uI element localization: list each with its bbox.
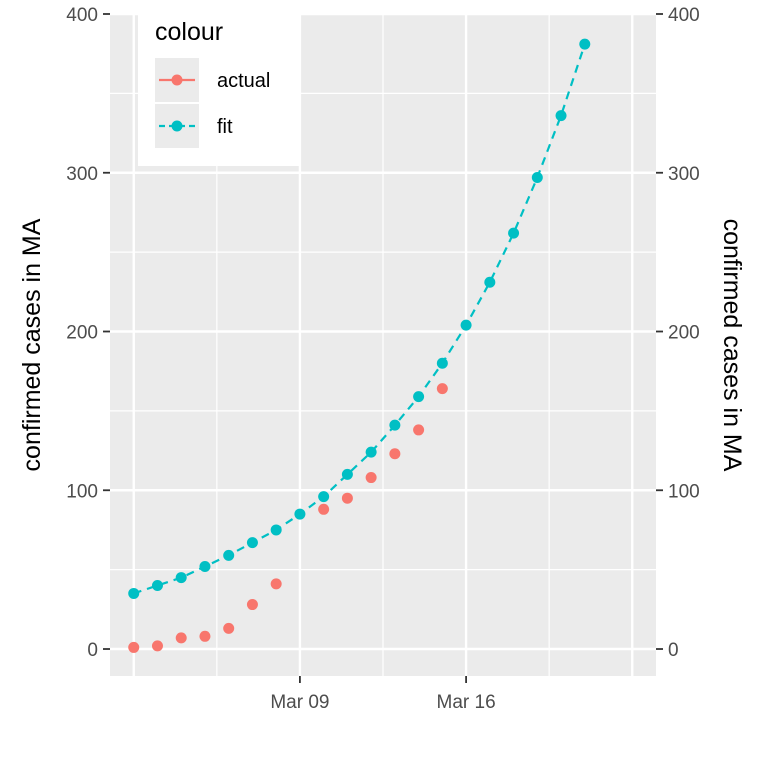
legend-label-actual: actual [217,70,270,92]
y-axis-title-right: confirmed cases in MA [718,219,746,472]
point-fit [365,446,377,458]
point-fit [128,587,140,599]
point-actual [318,503,330,515]
y-tick-label-left: 0 [87,640,98,661]
point-fit [579,38,591,50]
point-actual [246,599,258,611]
y-axis-title-left: confirmed cases in MA [18,218,46,471]
point-fit [223,549,235,561]
point-fit [531,172,543,184]
legend-key-point [171,120,183,132]
point-actual [223,622,235,634]
grid-major [110,12,656,676]
legend-keys: actual fit [155,58,270,148]
point-fit [199,560,211,572]
point-actual [436,383,448,395]
series-actual [128,383,448,653]
y-tick-label-left: 100 [66,481,98,502]
x-tick-label: Mar 16 [437,692,496,713]
point-fit [270,524,282,536]
point-fit [436,357,448,369]
point-fit [151,580,163,592]
point-actual [389,448,401,460]
point-actual [128,641,140,653]
point-fit [175,572,187,584]
legend-item-actual: actual [155,58,270,102]
point-actual [270,578,282,590]
point-actual [365,472,377,484]
point-fit [508,227,520,239]
point-fit [246,537,258,549]
axes-layer: 0 0 100 100 200 200 300 300 400 400 Mar 09 Mar 16 [66,5,699,713]
point-fit [413,391,425,403]
legend-title: colour [155,18,223,46]
point-fit [294,508,306,520]
series-layer [128,38,591,653]
series-line-fit [133,43,586,595]
y-tick-label-right: 100 [668,481,700,502]
y-tick-label-right: 300 [668,164,700,185]
point-actual [175,632,187,644]
point-fit [341,468,353,480]
legend: colour actual fit [138,8,300,166]
point-actual [341,492,353,504]
y-tick-label-right: 200 [668,323,700,344]
point-fit [389,419,401,431]
y-tick-label-left: 200 [66,323,98,344]
point-fit [484,276,496,288]
y-tick-label-left: 400 [66,5,98,26]
y-tick-label-left: 300 [66,164,98,185]
point-actual [199,630,211,642]
legend-item-fit: fit [155,104,233,148]
point-fit [318,491,330,503]
series-fit [128,38,591,599]
point-fit [555,110,567,122]
point-actual [413,424,425,436]
legend-key-point [171,74,183,86]
y-tick-label-right: 0 [668,640,679,661]
x-tick-label: Mar 09 [270,692,329,713]
legend-label-fit: fit [217,116,233,138]
y-tick-label-right: 400 [668,5,700,26]
point-actual [151,640,163,652]
point-fit [460,319,472,331]
